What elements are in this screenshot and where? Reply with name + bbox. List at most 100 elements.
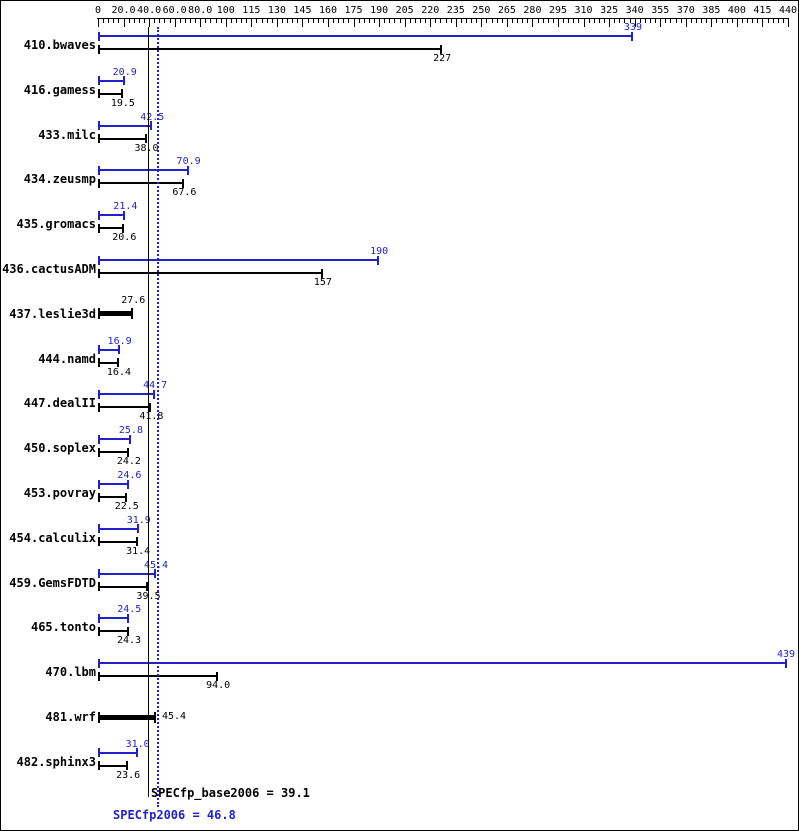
peak-bar-cap: [122, 76, 125, 86]
axis-minor-tick: [573, 19, 575, 23]
axis-minor-tick: [675, 19, 677, 23]
axis-minor-tick: [307, 19, 309, 23]
axis-minor-tick: [118, 19, 120, 23]
axis-major-tick: [98, 19, 99, 27]
peak-bar: [98, 662, 787, 665]
axis-tick-label: 250: [472, 5, 491, 16]
axis-tick-label: 355: [651, 5, 670, 16]
axis-minor-tick: [450, 19, 452, 23]
axis-minor-tick: [108, 19, 110, 23]
axis-minor-tick: [164, 19, 166, 23]
base-bar-cap: [127, 626, 130, 636]
axis-minor-tick: [333, 19, 335, 23]
axis-minor-tick: [420, 19, 421, 23]
axis-minor-tick: [639, 19, 641, 23]
axis-minor-tick: [670, 19, 672, 23]
base-bar: [98, 92, 123, 95]
axis-major-tick: [788, 19, 789, 27]
base-bar-cap: [144, 134, 147, 144]
axis-minor-tick: [701, 19, 703, 23]
peak-bar-cap: [98, 76, 100, 86]
peak-mean-line: [156, 27, 159, 807]
axis-minor-tick: [317, 19, 319, 23]
base-bar-cap: [98, 582, 100, 592]
axis-minor-tick: [230, 19, 232, 23]
base-bar-cap: [98, 358, 100, 368]
axis-minor-tick: [241, 19, 243, 23]
axis-minor-tick: [527, 19, 529, 23]
axis-tick-label: 440: [778, 5, 798, 16]
base-bar: [98, 540, 139, 543]
peak-bar: [98, 348, 120, 351]
axis-tick-label: 130: [267, 5, 286, 16]
axis-minor-tick: [179, 19, 181, 23]
axis-minor-tick: [184, 19, 186, 23]
axis-tick-label: 340: [625, 5, 644, 16]
peak-bar-cap: [135, 748, 138, 758]
axis-tick-label: 145: [293, 5, 312, 16]
axis-minor-tick: [650, 19, 651, 23]
axis-minor-tick: [414, 19, 416, 23]
axis-minor-tick: [133, 19, 135, 23]
axis-minor-tick: [466, 19, 467, 23]
axis-minor-tick: [358, 19, 360, 23]
axis-tick-label: 415: [753, 5, 772, 16]
peak-value-label: 24.6: [117, 470, 142, 481]
peak-bar: [98, 259, 380, 261]
axis-major-tick: [123, 19, 125, 27]
base-bar: [98, 451, 129, 454]
axis-minor-tick: [563, 19, 565, 23]
base-bar-cap: [98, 308, 100, 320]
benchmark-label: 434.zeusmp: [23, 172, 96, 187]
axis-major-tick: [430, 19, 432, 27]
axis-minor-tick: [517, 19, 519, 23]
axis-tick-label: 370: [676, 5, 695, 16]
peak-bar-cap: [98, 389, 100, 399]
base-value-label: 67.6: [172, 187, 197, 199]
peak-value-label: 20.9: [112, 66, 137, 78]
base-value-label: 94.0: [206, 680, 231, 692]
axis-minor-tick: [460, 19, 462, 23]
axis-minor-tick: [159, 19, 161, 23]
base-bar-cap: [131, 308, 134, 320]
peak-bar-cap: [150, 121, 153, 131]
axis-minor-tick: [113, 19, 115, 23]
benchmark-label: 436.cactusADM: [2, 262, 96, 276]
axis-minor-tick: [752, 19, 754, 23]
axis-minor-tick: [128, 19, 130, 23]
peak-bar-cap: [98, 613, 100, 623]
axis-major-tick: [609, 19, 611, 27]
peak-bar-cap: [784, 658, 787, 668]
peak-value-label: 42.5: [140, 111, 165, 123]
base-value-label: 24.3: [117, 635, 142, 647]
base-bar-cap: [98, 89, 100, 99]
peak-bar-cap: [153, 389, 156, 399]
axis-minor-tick: [496, 19, 498, 23]
benchmark-label: 410.bwaves: [23, 38, 96, 52]
base-bar-cap: [182, 178, 185, 188]
axis-minor-tick: [169, 19, 171, 23]
axis-tick-label: 40.0: [137, 5, 162, 16]
peak-bar-cap: [377, 255, 380, 265]
axis-minor-tick: [696, 19, 697, 23]
axis-minor-tick: [440, 19, 442, 23]
axis-minor-tick: [348, 19, 350, 23]
axis-minor-tick: [542, 19, 544, 23]
base-bar-cap: [98, 134, 100, 144]
peak-bar-cap: [98, 748, 100, 758]
axis-tick-label: 20.0: [111, 5, 136, 16]
axis-minor-tick: [190, 19, 191, 23]
benchmark-label: 433.milc: [38, 127, 96, 142]
peak-bar-cap: [127, 479, 130, 489]
axis-minor-tick: [476, 19, 478, 23]
base-bar-cap: [149, 402, 152, 412]
base-bar-cap: [98, 626, 100, 636]
peak-bar: [98, 214, 126, 217]
benchmark-label: 481.wrf: [45, 710, 96, 724]
axis-minor-tick: [409, 19, 411, 23]
base-bar: [98, 311, 134, 317]
axis-minor-tick: [619, 19, 621, 23]
peak-value-label: 45.4: [143, 559, 169, 571]
axis-minor-tick: [501, 19, 503, 23]
axis-minor-tick: [537, 19, 539, 23]
